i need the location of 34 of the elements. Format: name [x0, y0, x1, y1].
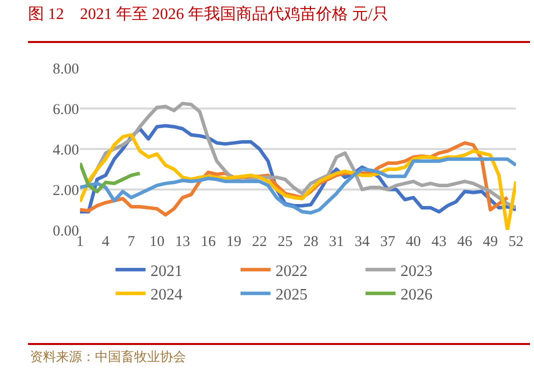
x-tick-label: 4	[102, 234, 110, 250]
x-tick-label: 28	[303, 234, 318, 250]
chart-title: 图 12 2021 年至 2026 年我国商品代鸡苗价格 元/只	[28, 4, 388, 25]
x-tick-label: 19	[226, 234, 242, 250]
x-tick-label: 46	[457, 234, 473, 250]
legend-label: 2023	[400, 262, 432, 280]
x-tick-label: 10	[149, 234, 164, 250]
text: 资料来源：中国畜牧业协会	[30, 348, 186, 366]
x-tick-label: 22	[252, 234, 268, 250]
x-tick-label: 25	[278, 234, 293, 250]
x-tick-label: 13	[175, 234, 190, 250]
x-tick-label: 1	[76, 234, 84, 250]
legend-label: 2021	[150, 262, 182, 280]
x-tick-label: 37	[380, 234, 396, 250]
x-tick-label: 16	[200, 234, 216, 250]
y-tick-label: 0.00	[52, 223, 79, 240]
x-tick-label: 52	[508, 234, 524, 250]
line-series	[80, 133, 516, 230]
y-tick-label: 6.00	[52, 102, 79, 118]
y-tick-label: 4.00	[52, 142, 79, 158]
legend-label: 2025	[276, 286, 308, 304]
x-tick-label: 40	[406, 234, 421, 250]
x-tick-label: 49	[482, 234, 498, 250]
x-tick-label: 43	[432, 234, 447, 250]
legend-label: 2022	[276, 262, 308, 280]
x-tick-label: 7	[128, 234, 136, 250]
x-tick-label: 34	[354, 234, 370, 250]
y-tick-label: 2.00	[52, 182, 79, 199]
legend-label: 2024	[150, 286, 182, 304]
line-series	[80, 161, 142, 194]
x-tick-label: 31	[328, 234, 344, 250]
legend-label: 2026	[400, 286, 432, 304]
line-series	[80, 157, 516, 215]
y-tick-label: 8.00	[52, 61, 79, 78]
